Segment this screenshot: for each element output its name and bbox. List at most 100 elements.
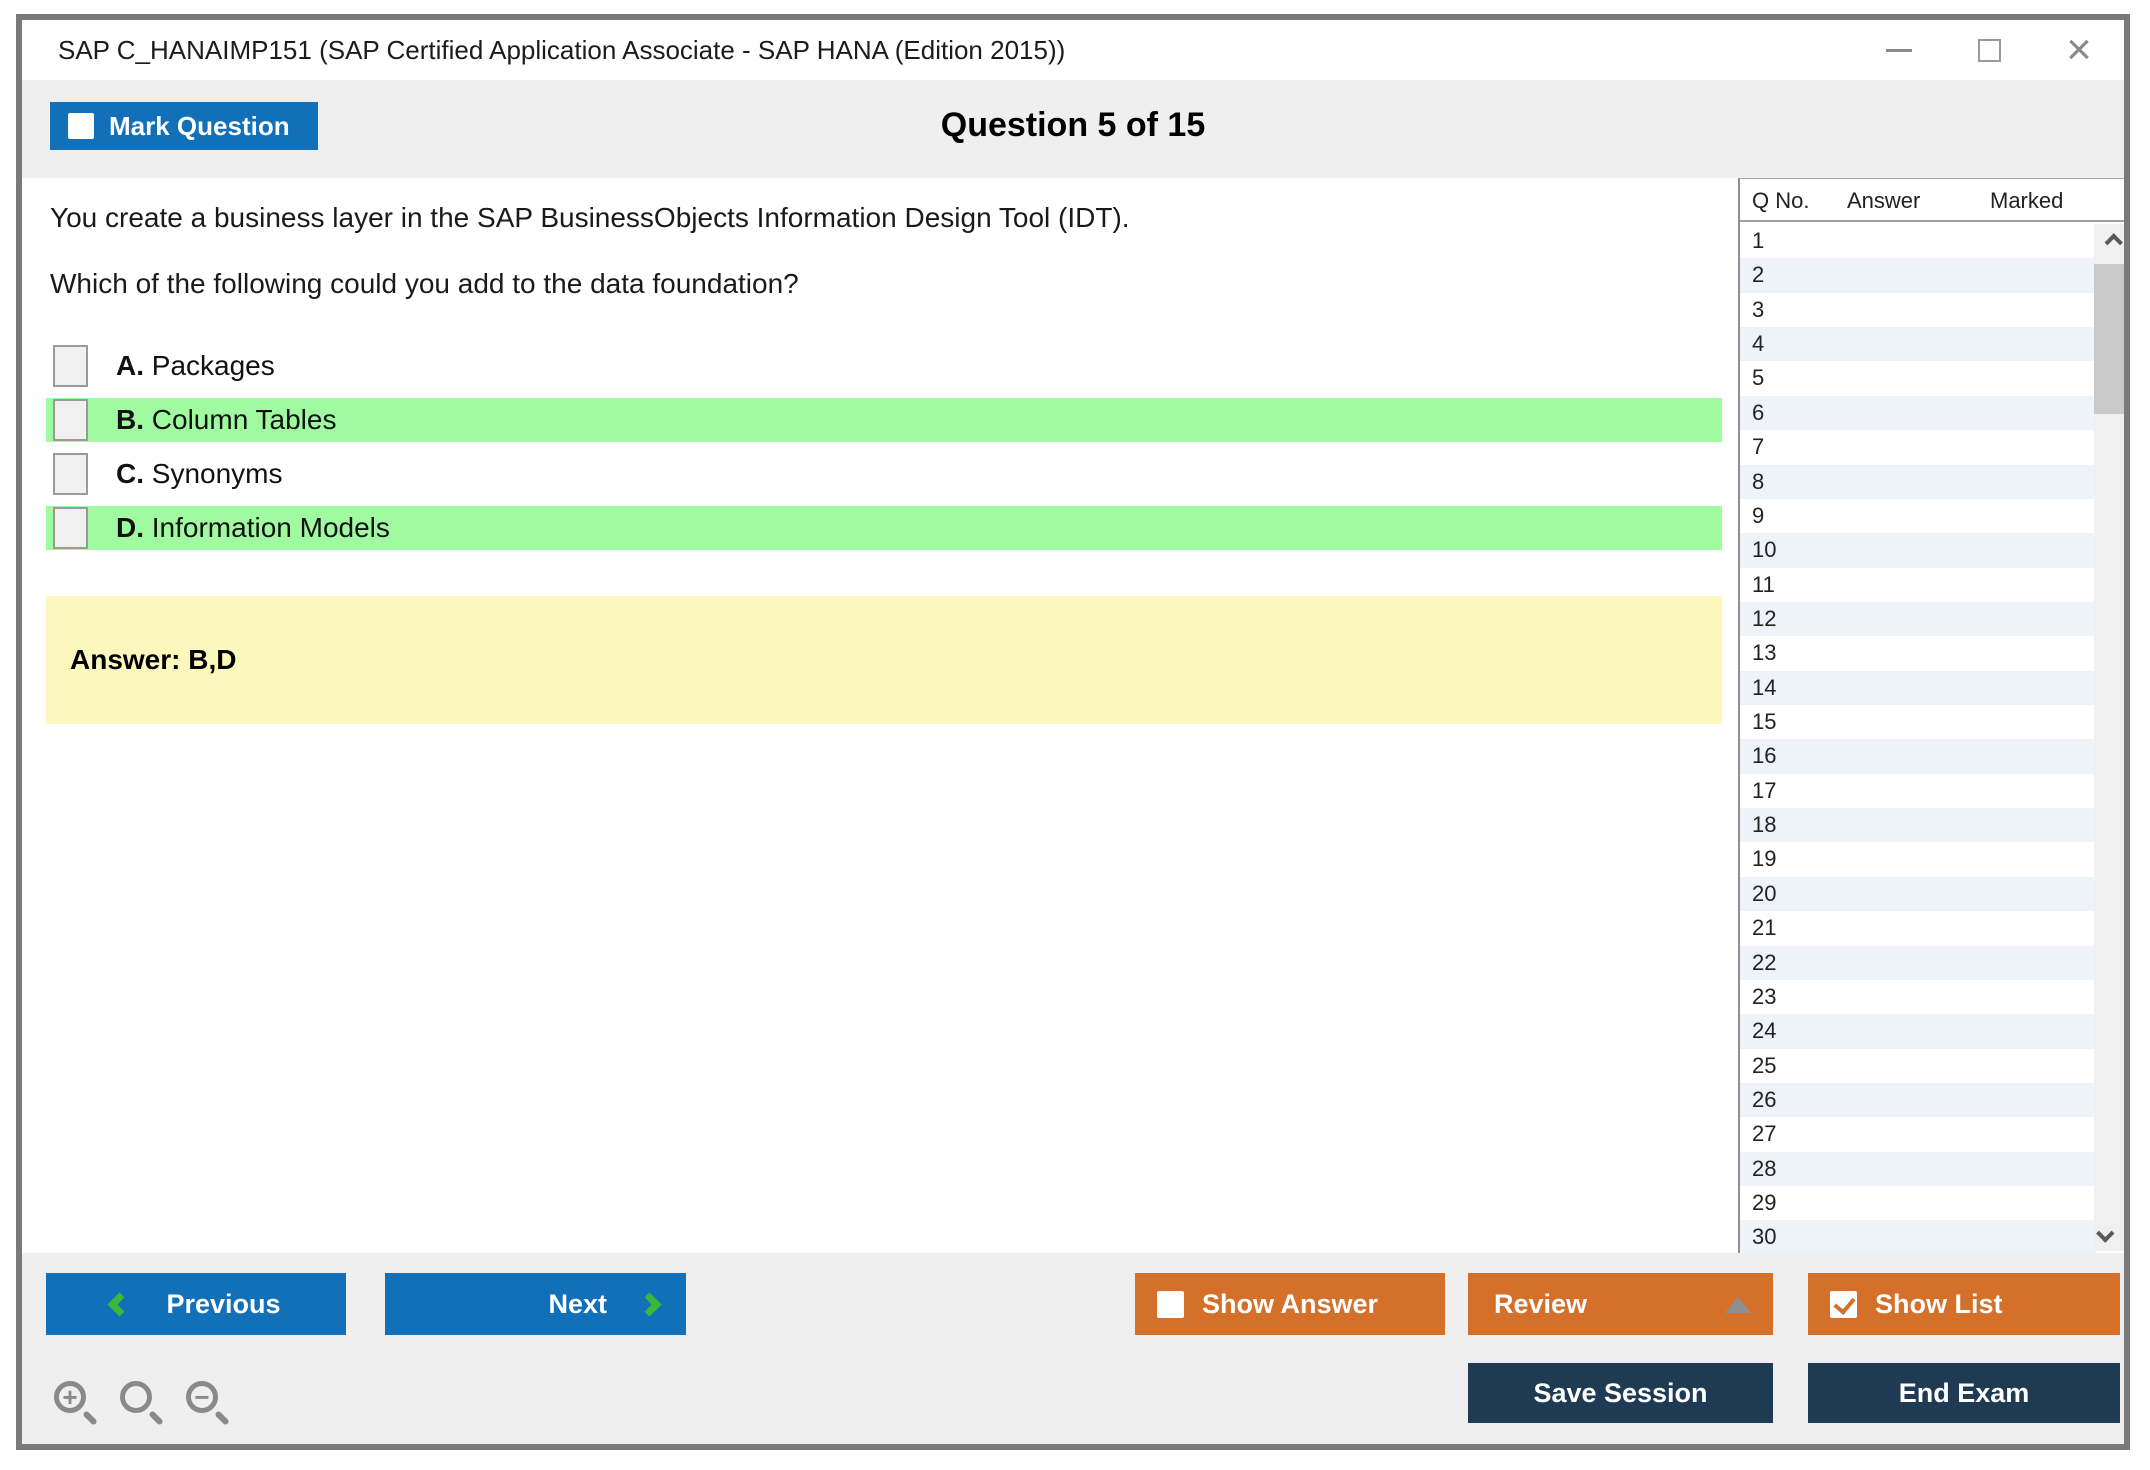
option-letter: B. — [116, 404, 144, 435]
question-list-row[interactable]: 25 — [1740, 1048, 2096, 1083]
question-list-row[interactable]: 21 — [1740, 911, 2096, 946]
question-list-panel: Q No. Answer Marked 1 2 3 4 5 6 7 8 9 10 11 12 13 14 1… — [1738, 178, 2124, 1255]
window-title: SAP C_HANAIMP151 (SAP Certified Applicat… — [58, 34, 1066, 65]
zoom-out-button[interactable]: − — [184, 1379, 232, 1427]
answer-option-row[interactable]: D. Information Models — [46, 506, 1722, 550]
answer-options: A. Packages B. Column Tables C. Synonyms D.… — [46, 344, 1722, 560]
question-list-row[interactable]: 30 — [1740, 1220, 2096, 1255]
question-number: 15 — [1752, 709, 1777, 735]
option-letter: A. — [116, 350, 144, 381]
question-number: 28 — [1752, 1155, 1777, 1181]
previous-label: Previous — [166, 1288, 281, 1319]
option-checkbox[interactable] — [53, 453, 88, 495]
answer-text: Answer: B,D — [70, 644, 237, 675]
close-button[interactable]: × — [2064, 25, 2094, 74]
maximize-button[interactable] — [1974, 35, 2004, 65]
question-list-row[interactable]: 28 — [1740, 1151, 2096, 1187]
show-list-label: Show List — [1875, 1288, 2003, 1319]
question-list-row[interactable]: 27 — [1740, 1117, 2096, 1152]
window-controls: × — [1884, 20, 2094, 80]
zoom-tools: + − — [52, 1379, 232, 1427]
question-list-row[interactable]: 9 — [1740, 498, 2096, 534]
question-number: 21 — [1752, 915, 1777, 941]
end-exam-label: End Exam — [1898, 1377, 2030, 1408]
question-number: 8 — [1752, 468, 1765, 494]
chevron-left-icon — [107, 1291, 132, 1317]
chevron-down-icon — [2095, 1223, 2114, 1243]
app-window: SAP C_HANAIMP151 (SAP Certified Applicat… — [16, 14, 2130, 1450]
previous-button[interactable]: Previous — [46, 1273, 346, 1335]
question-list-row[interactable]: 6 — [1740, 395, 2096, 431]
end-exam-button[interactable]: End Exam — [1808, 1363, 2120, 1423]
question-list-row[interactable]: 11 — [1740, 567, 2096, 602]
magnifier-handle — [148, 1410, 164, 1426]
answer-option-row[interactable]: B. Column Tables — [46, 398, 1722, 442]
review-button[interactable]: Review — [1468, 1273, 1773, 1335]
question-list-row[interactable]: 8 — [1740, 464, 2096, 499]
question-list-row[interactable]: 3 — [1740, 292, 2096, 328]
question-list-row[interactable]: 1 — [1740, 224, 2096, 259]
zoom-in-icon: + — [54, 1381, 86, 1413]
magnifier-handle — [82, 1410, 98, 1426]
question-list-row[interactable]: 10 — [1740, 533, 2096, 568]
question-number: 5 — [1752, 365, 1765, 391]
scrollbar-thumb[interactable] — [2094, 264, 2124, 414]
question-list-row[interactable]: 13 — [1740, 636, 2096, 671]
scroll-up-button[interactable] — [2094, 224, 2124, 260]
option-letter: C. — [116, 458, 144, 489]
question-list-row[interactable]: 12 — [1740, 601, 2096, 637]
question-list-row[interactable]: 14 — [1740, 670, 2096, 706]
question-list-row[interactable]: 7 — [1740, 430, 2096, 465]
option-text: Column Tables — [144, 404, 337, 435]
mark-question-label: Mark Question — [109, 110, 290, 141]
question-number: 2 — [1752, 262, 1765, 288]
question-number: 25 — [1752, 1052, 1777, 1078]
answer-box: Answer: B,D — [46, 596, 1722, 724]
show-answer-button[interactable]: Show Answer — [1135, 1273, 1445, 1335]
question-list-row[interactable]: 4 — [1740, 327, 2096, 362]
question-number: 6 — [1752, 399, 1765, 425]
question-list-row[interactable]: 19 — [1740, 842, 2096, 877]
zoom-in-button[interactable]: + — [52, 1379, 100, 1427]
question-list-row[interactable]: 20 — [1740, 876, 2096, 912]
close-icon: × — [2066, 25, 2092, 74]
question-list-row[interactable]: 29 — [1740, 1186, 2096, 1221]
question-number: 14 — [1752, 674, 1777, 700]
title-bar: SAP C_HANAIMP151 (SAP Certified Applicat… — [22, 20, 2124, 80]
question-number: 7 — [1752, 434, 1765, 460]
option-checkbox[interactable] — [53, 507, 88, 549]
question-list-row[interactable]: 2 — [1740, 258, 2096, 293]
next-label: Next — [548, 1288, 607, 1319]
answer-option-row[interactable]: A. Packages — [46, 344, 1722, 388]
option-text: Packages — [144, 350, 275, 381]
maximize-icon — [1977, 38, 2001, 62]
question-list-row[interactable]: 17 — [1740, 773, 2096, 809]
answer-option-row[interactable]: C. Synonyms — [46, 452, 1722, 496]
minimize-button[interactable] — [1884, 35, 1914, 65]
column-header-marked: Marked — [1990, 188, 2064, 213]
option-label: B. Column Tables — [116, 404, 336, 436]
question-list-row[interactable]: 5 — [1740, 361, 2096, 396]
question-list-row[interactable]: 18 — [1740, 808, 2096, 843]
question-number: 20 — [1752, 880, 1777, 906]
zoom-reset-button[interactable] — [118, 1379, 166, 1427]
next-button[interactable]: Next — [385, 1273, 686, 1335]
header-band: Question 5 of 15 Mark Question — [22, 80, 2124, 178]
option-checkbox[interactable] — [53, 345, 88, 387]
option-checkbox[interactable] — [53, 399, 88, 441]
question-list-row[interactable]: 26 — [1740, 1082, 2096, 1118]
option-letter: D. — [116, 512, 144, 543]
question-list-row[interactable]: 15 — [1740, 705, 2096, 740]
question-list-row[interactable]: 22 — [1740, 945, 2096, 980]
save-session-button[interactable]: Save Session — [1468, 1363, 1773, 1423]
chevron-right-icon — [637, 1291, 662, 1317]
scroll-down-button[interactable] — [2094, 1215, 2124, 1251]
question-list-row[interactable]: 24 — [1740, 1014, 2096, 1049]
question-list-scrollbar[interactable] — [2094, 224, 2124, 1251]
show-list-button[interactable]: Show List — [1808, 1273, 2120, 1335]
question-text-line2: Which of the following could you add to … — [50, 268, 799, 299]
question-list-row[interactable]: 23 — [1740, 979, 2096, 1015]
question-list-row[interactable]: 16 — [1740, 739, 2096, 774]
option-label: A. Packages — [116, 350, 275, 382]
mark-question-button[interactable]: Mark Question — [50, 102, 318, 150]
